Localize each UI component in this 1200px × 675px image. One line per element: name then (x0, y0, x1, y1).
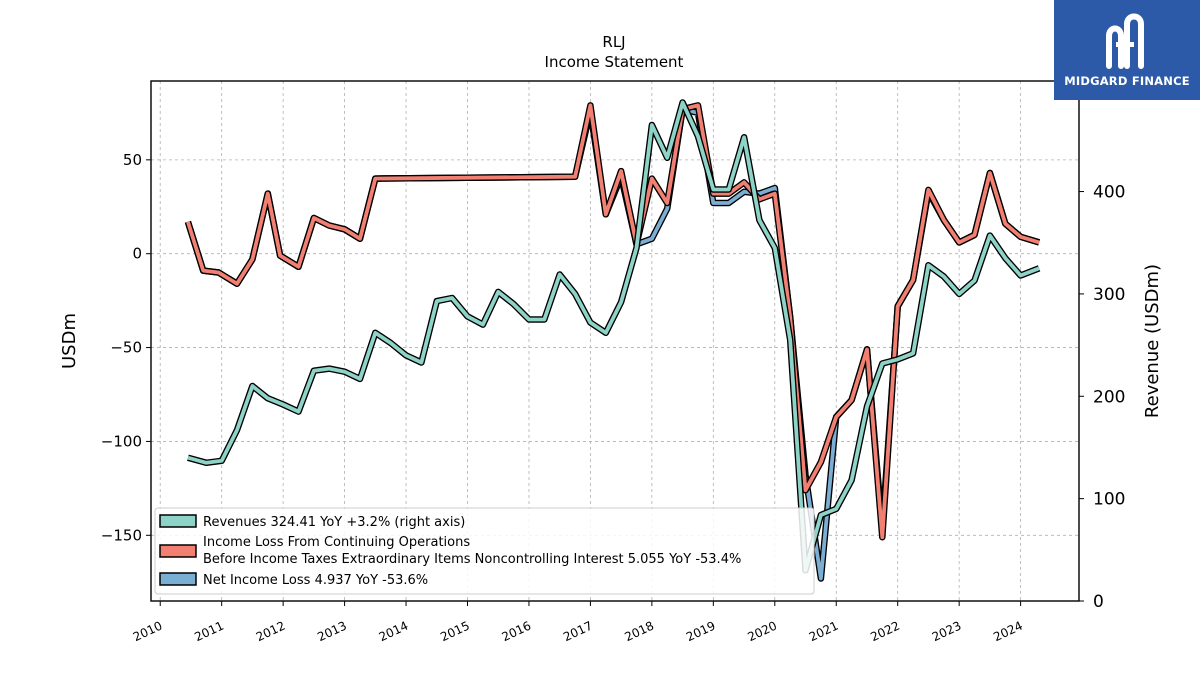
x-tick-label: 2011 (192, 619, 226, 645)
x-tick-label: 2024 (991, 619, 1025, 645)
y-tick-label: 0 (132, 245, 142, 263)
y-axis-right: 0 100 200 300 400 (1079, 183, 1125, 612)
x-tick-label: 2018 (623, 619, 657, 645)
y-tick-label: 50 (123, 151, 142, 169)
midgard-logo-icon (1106, 13, 1144, 69)
y-tick-label: −100 (101, 432, 142, 450)
x-tick-label: 2023 (930, 619, 964, 645)
y-tick-label: −150 (101, 526, 142, 544)
x-tick-label: 2017 (561, 619, 595, 645)
x-tick-label: 2014 (377, 619, 411, 645)
x-tick-label: 2020 (745, 619, 779, 645)
legend-swatch-net-income (159, 572, 197, 586)
legend-box (154, 507, 815, 595)
series-layer (184, 99, 1041, 582)
legend-label-net-income: Net Income Loss 4.937 YoY -53.6% (203, 573, 428, 588)
x-tick-label: 2010 (131, 619, 165, 645)
y2-tick-label: 0 (1093, 592, 1104, 612)
x-tick-label: 2012 (254, 619, 288, 645)
x-tick-label: 2021 (807, 619, 841, 645)
legend-label-pretax-income-line2: Before Income Taxes Extraordinary Items … (203, 552, 741, 567)
legend-label-revenues: Revenues 324.41 YoY +3.2% (right axis) (203, 515, 465, 530)
brand-logo: MIDGARD FINANCE (1054, 0, 1200, 100)
chart-subtitle: Income Statement (545, 53, 684, 71)
x-tick-label: 2022 (868, 619, 902, 645)
y-axis-label: USDm (59, 313, 80, 369)
x-tick-label: 2015 (438, 619, 472, 645)
y-axis-left: −150 −100 −50 0 50 (101, 151, 151, 544)
legend-swatch-revenues (159, 514, 197, 528)
x-tick-label: 2019 (684, 619, 718, 645)
legend: Revenues 324.41 YoY +3.2% (right axis) I… (154, 507, 815, 595)
series-line-pretax-income (186, 103, 1040, 540)
y2-tick-label: 400 (1093, 183, 1125, 203)
y2-tick-label: 100 (1093, 490, 1125, 510)
y2-axis-label: Revenue (USDm) (1142, 264, 1163, 418)
series-outline-revenues (187, 99, 1041, 574)
plot-frame (150, 80, 1080, 602)
legend-label-pretax-income-line1: Income Loss From Continuing Operations (203, 535, 470, 550)
legend-swatch-pretax-income (159, 544, 197, 558)
series-line-revenues (187, 100, 1040, 573)
x-tick-label: 2013 (315, 619, 349, 645)
brand-name: MIDGARD FINANCE (1064, 74, 1190, 88)
y2-tick-label: 200 (1093, 387, 1125, 407)
x-tick-label: 2016 (500, 619, 534, 645)
x-axis: 2010 2011 2012 2013 2014 2015 2016 2017 2018 2019… (131, 601, 1025, 644)
y2-tick-label: 300 (1093, 285, 1125, 305)
y-tick-label: −50 (110, 339, 142, 357)
chart-title: RLJ (602, 33, 625, 51)
